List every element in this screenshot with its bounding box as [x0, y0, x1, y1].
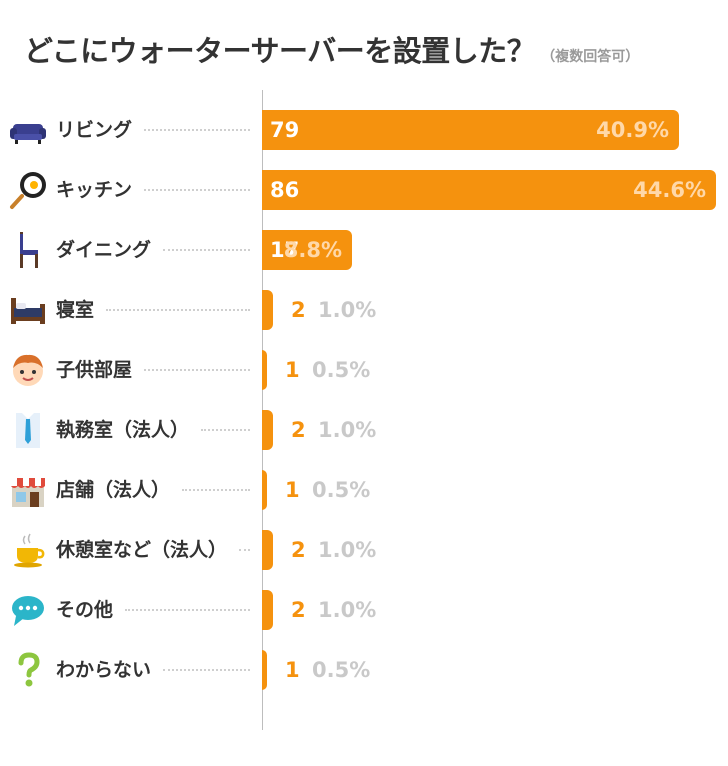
bar-row: 子供部屋 1 0.5%: [0, 340, 728, 400]
coffee-cup-icon: [8, 530, 48, 570]
value-label: 1: [285, 658, 300, 682]
bar: [262, 470, 267, 510]
bar-row: 店舗（法人） 1 0.5%: [0, 460, 728, 520]
category-label: 店舗（法人）: [56, 479, 171, 501]
bar-row: ダイニング 17 8.8%: [0, 220, 728, 280]
category-label: その他: [56, 599, 114, 621]
value-label: 86: [270, 178, 300, 202]
chart-title-note: （複数回答可）: [541, 49, 640, 65]
bar-row: 休憩室など（法人） 2 1.0%: [0, 520, 728, 580]
bar-row: リビング 79 40.9%: [0, 100, 728, 160]
bar: [262, 530, 273, 570]
category-label: キッチン: [56, 179, 133, 201]
percent-label: 0.5%: [312, 658, 371, 682]
category-label: わからない: [56, 659, 152, 681]
bar: [262, 230, 352, 270]
bar: [262, 110, 679, 150]
leader-dots: [144, 189, 250, 191]
value-label: 2: [291, 598, 306, 622]
leader-dots: [182, 489, 250, 491]
value-label: 17: [270, 238, 300, 262]
chart-title-main: どこにウォーターサーバーを設置した？: [24, 34, 536, 68]
leader-dots: [201, 429, 250, 431]
chair-icon: [8, 230, 48, 270]
bar: [262, 590, 273, 630]
leader-dots: [144, 369, 250, 371]
sofa-icon: [8, 110, 48, 150]
bed-icon: [8, 290, 48, 330]
category-label: 寝室: [56, 299, 95, 321]
category-label: 休憩室など（法人）: [56, 539, 228, 561]
shirt-tie-icon: [8, 410, 48, 450]
value-label: 2: [291, 418, 306, 442]
leader-dots: [125, 609, 250, 611]
category-label: 執務室（法人）: [56, 419, 190, 441]
leader-dots: [163, 669, 250, 671]
bar-row: わからない 1 0.5%: [0, 640, 728, 700]
category-label: ダイニング: [56, 239, 152, 261]
percent-label: 44.6%: [633, 178, 706, 202]
bar-row: 執務室（法人） 2 1.0%: [0, 400, 728, 460]
percent-label: 1.0%: [318, 298, 377, 322]
percent-label: 1.0%: [318, 538, 377, 562]
frying-pan-icon: [8, 170, 48, 210]
bar: [262, 350, 267, 390]
value-label: 2: [291, 298, 306, 322]
leader-dots: [144, 129, 250, 131]
leader-dots: [163, 249, 250, 251]
value-label: 1: [285, 358, 300, 382]
percent-label: 0.5%: [312, 478, 371, 502]
bar: [262, 290, 273, 330]
child-face-icon: [8, 350, 48, 390]
value-label: 1: [285, 478, 300, 502]
percent-label: 40.9%: [596, 118, 669, 142]
leader-dots: [106, 309, 250, 311]
percent-label: 1.0%: [318, 598, 377, 622]
value-label: 79: [270, 118, 300, 142]
bar-row: 寝室 2 1.0%: [0, 280, 728, 340]
percent-label: 1.0%: [318, 418, 377, 442]
chart-title: どこにウォーターサーバーを設置した？ （複数回答可）: [24, 28, 639, 72]
bar: [262, 170, 716, 210]
value-label: 2: [291, 538, 306, 562]
speech-bubble-icon: [8, 590, 48, 630]
percent-label: 0.5%: [312, 358, 371, 382]
storefront-icon: [8, 470, 48, 510]
bar: [262, 650, 267, 690]
percent-label: 8.8%: [283, 238, 342, 262]
bar: [262, 410, 273, 450]
bar-row: その他 2 1.0%: [0, 580, 728, 640]
bar-row: キッチン 86 44.6%: [0, 160, 728, 220]
category-label: リビング: [56, 119, 133, 141]
question-mark-icon: [8, 650, 48, 690]
leader-dots: [239, 549, 250, 551]
category-label: 子供部屋: [56, 359, 133, 381]
